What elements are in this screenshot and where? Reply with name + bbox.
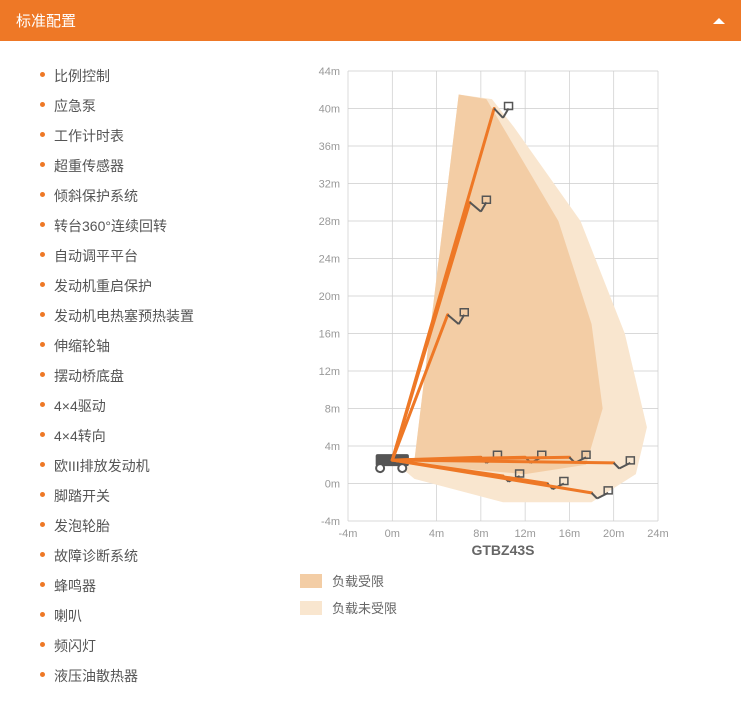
feature-item: 比例控制 — [40, 61, 260, 91]
legend-label: 负载受限 — [332, 571, 384, 590]
svg-text:20m: 20m — [319, 291, 340, 303]
feature-item: 工作计时表 — [40, 121, 260, 151]
svg-text:8m: 8m — [473, 528, 488, 540]
feature-item: 摆动桥底盘 — [40, 361, 260, 391]
feature-item: 频闪灯 — [40, 631, 260, 661]
feature-item: 故障诊断系统 — [40, 541, 260, 571]
svg-text:GTBZ43S: GTBZ43S — [471, 542, 534, 558]
svg-text:16m: 16m — [559, 528, 580, 540]
legend-swatch — [300, 574, 322, 588]
svg-text:12m: 12m — [514, 528, 535, 540]
svg-text:0m: 0m — [385, 528, 400, 540]
section-header[interactable]: 标准配置 — [0, 0, 741, 41]
svg-text:24m: 24m — [319, 254, 340, 266]
chart-legend: 负载受限负载未受限 — [300, 571, 731, 617]
feature-item: 倾斜保护系统 — [40, 181, 260, 211]
svg-text:16m: 16m — [319, 329, 340, 341]
svg-text:32m: 32m — [319, 179, 340, 191]
feature-item: 发动机重启保护 — [40, 271, 260, 301]
feature-item: 自动调平平台 — [40, 241, 260, 271]
feature-item: 超重传感器 — [40, 151, 260, 181]
legend-item: 负载未受限 — [300, 598, 731, 617]
svg-text:20m: 20m — [603, 528, 624, 540]
feature-item: 发泡轮胎 — [40, 511, 260, 541]
section-title: 标准配置 — [16, 10, 76, 31]
feature-item: 4×4驱动 — [40, 391, 260, 421]
svg-text:40m: 40m — [319, 104, 340, 116]
svg-text:12m: 12m — [319, 366, 340, 378]
feature-item: 液压油散热器 — [40, 661, 260, 691]
feature-item: 脚踏开关 — [40, 481, 260, 511]
feature-item: 发动机电热塞预热装置 — [40, 301, 260, 331]
svg-text:36m: 36m — [319, 141, 340, 153]
feature-list: 比例控制应急泵工作计时表超重传感器倾斜保护系统转台360°连续回转自动调平平台发… — [40, 61, 260, 691]
chart-area: -4m 0m 4m 8m 12m 16m 20m 24m 28m 32m 36m 40m 44m -4m 0… — [300, 61, 731, 691]
svg-text:24m: 24m — [647, 528, 668, 540]
legend-item: 负载受限 — [300, 571, 731, 590]
collapse-caret-icon — [713, 18, 725, 24]
feature-item: 应急泵 — [40, 91, 260, 121]
feature-item: 喇叭 — [40, 601, 260, 631]
svg-text:-4m: -4m — [321, 516, 340, 528]
legend-label: 负载未受限 — [332, 598, 397, 617]
feature-item: 转台360°连续回转 — [40, 211, 260, 241]
svg-text:28m: 28m — [319, 216, 340, 228]
svg-text:0m: 0m — [325, 479, 340, 491]
svg-text:-4m: -4m — [339, 528, 358, 540]
svg-text:4m: 4m — [325, 441, 340, 453]
content-area: 比例控制应急泵工作计时表超重传感器倾斜保护系统转台360°连续回转自动调平平台发… — [0, 41, 741, 701]
svg-text:8m: 8m — [325, 404, 340, 416]
feature-item: 伸缩轮轴 — [40, 331, 260, 361]
legend-swatch — [300, 601, 322, 615]
feature-item: 欧III排放发动机 — [40, 451, 260, 481]
svg-text:44m: 44m — [319, 66, 340, 78]
range-chart: -4m 0m 4m 8m 12m 16m 20m 24m 28m 32m 36m 40m 44m -4m 0… — [300, 61, 680, 561]
svg-text:4m: 4m — [429, 528, 444, 540]
feature-item: 4×4转向 — [40, 421, 260, 451]
feature-item: 蜂鸣器 — [40, 571, 260, 601]
